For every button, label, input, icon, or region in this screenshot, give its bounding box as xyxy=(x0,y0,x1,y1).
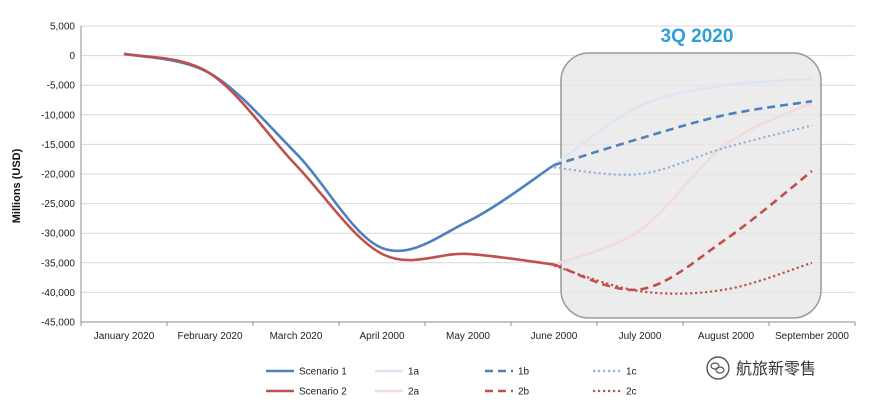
y-axis-label: Millions (USD) xyxy=(11,148,23,223)
y-tick-label: -25,000 xyxy=(41,199,75,210)
legend-label: 2a xyxy=(408,387,420,398)
legend-label: Scenario 1 xyxy=(299,367,347,378)
annotation-3q-2020: 3Q 2020 xyxy=(661,26,734,47)
legend-label: 2b xyxy=(518,387,530,398)
legend-label: Scenario 2 xyxy=(299,387,347,398)
y-tick-label: -40,000 xyxy=(41,288,75,299)
series-line-2c xyxy=(553,261,813,295)
x-tick-label: September 2000 xyxy=(775,331,849,342)
legend: Scenario 1 1a 1b 1c Scenario 2 2a 2b 2c xyxy=(266,367,637,398)
legend-label: 1c xyxy=(626,367,637,378)
x-tick-label: April 2000 xyxy=(359,331,404,342)
x-tick-label: February 2020 xyxy=(177,331,242,342)
q3-highlight-box xyxy=(560,52,822,319)
series-lines xyxy=(123,52,813,295)
x-tick-label: January 2020 xyxy=(94,331,155,342)
y-tick-label: 5,000 xyxy=(50,22,75,33)
x-tick-label: March 2020 xyxy=(270,331,323,342)
x-tick-label: August 2000 xyxy=(698,331,755,342)
series-line-2a xyxy=(553,101,813,266)
series-line-scenario-2 xyxy=(123,52,555,266)
legend-label: 1b xyxy=(518,367,530,378)
series-line-1c xyxy=(553,124,813,176)
y-tick-label: -5,000 xyxy=(47,81,76,92)
y-tick-label: -20,000 xyxy=(41,170,75,181)
y-tick-label: 0 xyxy=(69,51,75,62)
x-tick-label: July 2000 xyxy=(619,331,662,342)
wechat-icon xyxy=(706,356,730,380)
y-tick-label: -30,000 xyxy=(41,229,75,240)
watermark-text: 航旅新零售 xyxy=(736,359,816,378)
legend-label: 2c xyxy=(626,387,637,398)
x-tick-label: May 2000 xyxy=(446,331,490,342)
series-line-1a xyxy=(553,78,813,167)
legend-label: 1a xyxy=(408,367,420,378)
axes: 5,000 0 -5,000 -10,000 -15,000 -20,000 -25,000… xyxy=(41,22,856,342)
y-tick-label: -45,000 xyxy=(41,318,75,329)
y-tick-label: -15,000 xyxy=(41,140,75,151)
series-line-2b xyxy=(553,169,813,292)
y-tick-label: -10,000 xyxy=(41,110,75,121)
x-tick-label: June 2000 xyxy=(531,331,578,342)
watermark: 航旅新零售 xyxy=(706,356,816,380)
y-tick-label: -35,000 xyxy=(41,258,75,269)
series-line-1b xyxy=(553,99,813,167)
series-line-scenario-1 xyxy=(123,52,555,253)
